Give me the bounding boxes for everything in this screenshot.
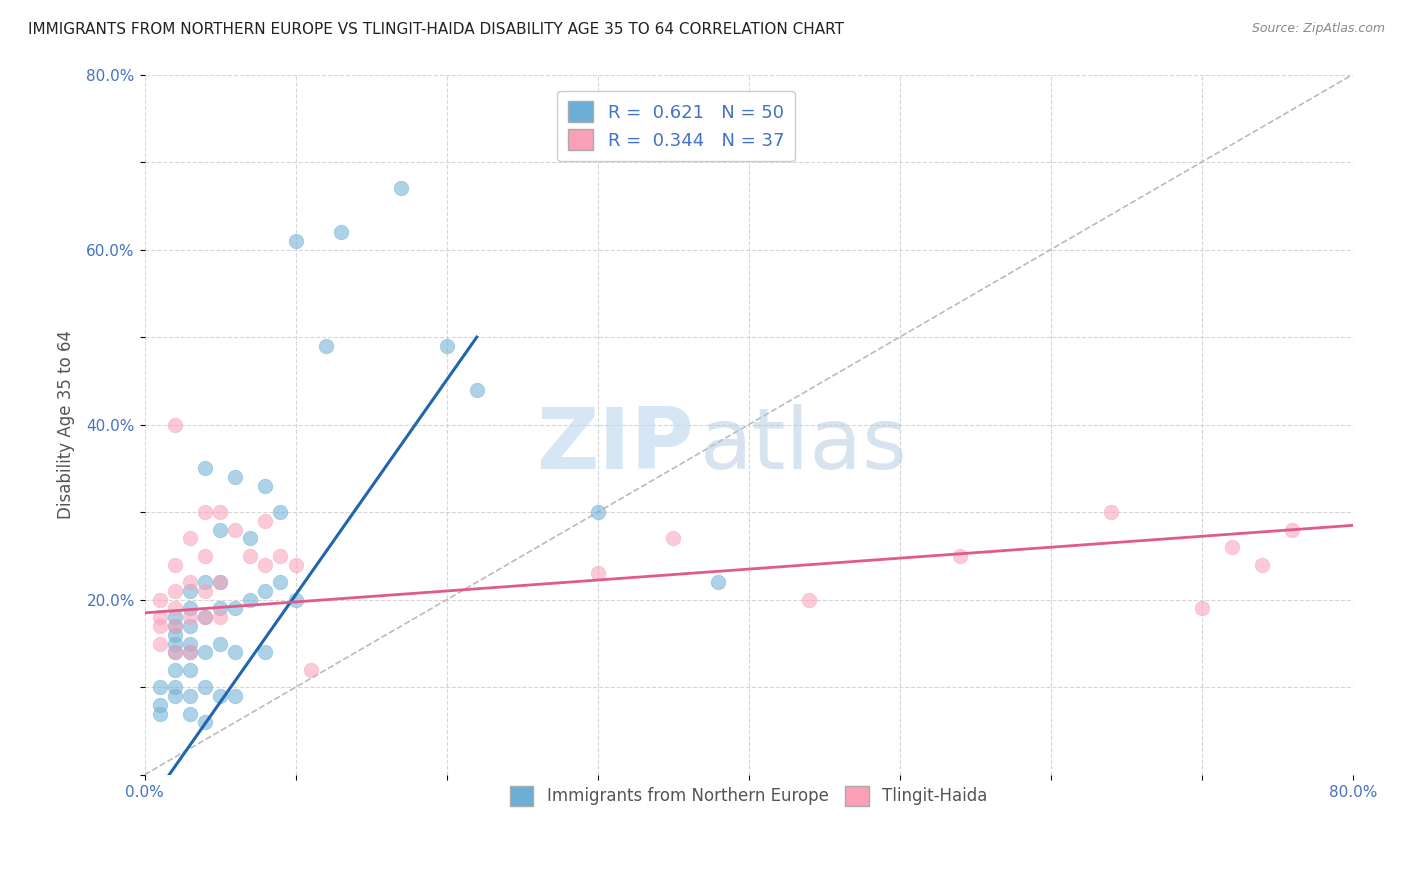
Point [149,698,172,712]
Point [179,584,201,599]
Point [194,680,217,694]
Point [194,575,217,590]
Point [163,417,186,432]
Point [662,532,685,546]
Point [179,619,201,633]
Point [586,505,609,519]
Point [269,505,291,519]
Point [194,505,217,519]
Text: atlas: atlas [700,404,908,487]
Point [194,584,217,599]
Point [254,645,277,659]
Point [254,514,277,528]
Point [179,645,201,659]
Point [299,663,322,677]
Point [586,566,609,581]
Point [224,645,246,659]
Text: Source: ZipAtlas.com: Source: ZipAtlas.com [1251,22,1385,36]
Point [1251,558,1274,572]
Point [284,558,307,572]
Point [163,636,186,650]
Point [179,706,201,721]
Point [254,479,277,493]
Point [949,549,972,563]
Point [194,461,217,475]
Point [163,689,186,703]
Point [254,584,277,599]
Point [149,619,172,633]
Point [224,523,246,537]
Point [149,706,172,721]
Legend: Immigrants from Northern Europe, Tlingit-Haida: Immigrants from Northern Europe, Tlingit… [501,776,997,815]
Point [179,689,201,703]
Point [224,601,246,615]
Point [163,610,186,624]
Point [149,592,172,607]
Text: ZIP: ZIP [537,404,695,487]
Point [194,549,217,563]
Point [163,628,186,642]
Point [284,234,307,248]
Point [208,523,231,537]
Point [208,636,231,650]
Point [179,610,201,624]
Point [163,619,186,633]
Point [254,558,277,572]
Point [269,549,291,563]
Point [194,715,217,730]
Point [329,225,352,239]
Y-axis label: Disability Age 35 to 64: Disability Age 35 to 64 [58,330,75,519]
Point [224,470,246,484]
Point [163,558,186,572]
Point [315,339,337,353]
Point [239,532,262,546]
Point [707,575,730,590]
Point [269,575,291,590]
Point [1281,523,1303,537]
Point [1191,601,1213,615]
Point [163,601,186,615]
Point [194,645,217,659]
Point [149,610,172,624]
Point [179,532,201,546]
Point [163,680,186,694]
Point [194,610,217,624]
Point [179,636,201,650]
Point [239,549,262,563]
Point [179,663,201,677]
Point [239,592,262,607]
Point [149,680,172,694]
Point [465,383,488,397]
Point [797,592,820,607]
Point [208,505,231,519]
Point [163,663,186,677]
Point [179,601,201,615]
Point [208,575,231,590]
Point [179,645,201,659]
Point [208,610,231,624]
Point [1099,505,1122,519]
Point [163,645,186,659]
Point [163,584,186,599]
Point [149,636,172,650]
Point [163,619,186,633]
Point [208,575,231,590]
Text: IMMIGRANTS FROM NORTHERN EUROPE VS TLINGIT-HAIDA DISABILITY AGE 35 TO 64 CORRELA: IMMIGRANTS FROM NORTHERN EUROPE VS TLING… [28,22,844,37]
Point [179,575,201,590]
Point [208,689,231,703]
Point [389,181,412,195]
Point [436,339,458,353]
Point [163,645,186,659]
Point [208,601,231,615]
Point [284,592,307,607]
Point [194,610,217,624]
Point [224,689,246,703]
Point [1220,540,1243,554]
